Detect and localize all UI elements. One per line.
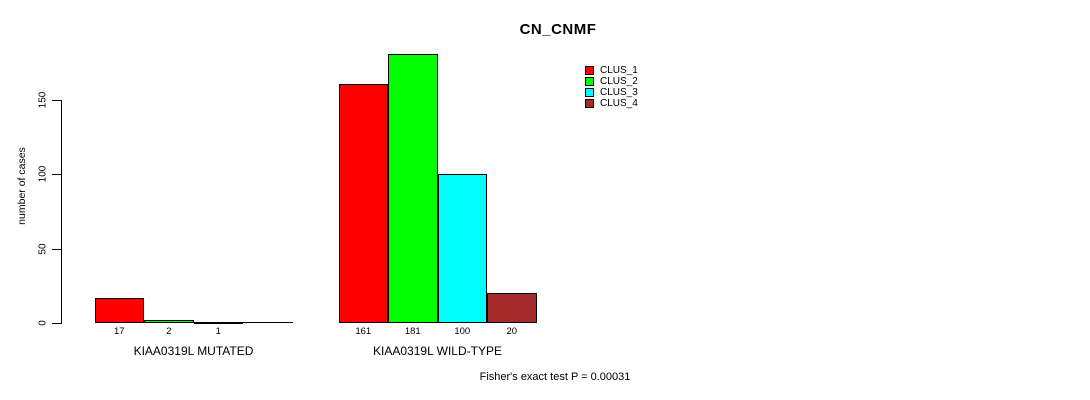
y-tick [52,100,61,101]
y-axis-line [61,100,62,324]
bar [487,293,537,323]
bar [193,322,243,324]
legend-item: CLUS_2 [585,76,638,87]
chart-title: CN_CNMF [519,21,597,38]
legend-label: CLUS_2 [600,76,638,87]
x-category-label: KIAA0319L WILD-TYPE [373,344,502,358]
bar-value-label: 100 [454,325,471,337]
y-tick-label: 150 [37,91,49,109]
legend-label: CLUS_3 [600,87,638,98]
legend-item: CLUS_1 [585,65,638,76]
legend-item: CLUS_3 [585,87,638,98]
bar [388,54,438,323]
y-tick [52,249,61,250]
bar-value-label: 1 [215,325,221,337]
bar [94,298,144,323]
y-tick [52,174,61,175]
legend: CLUS_1 CLUS_2 CLUS_3 CLUS_4 [585,65,638,109]
bar-value-label: 2 [166,325,172,337]
bar [144,320,194,323]
bar-value-label: 181 [404,325,421,337]
bar-zero-line [243,322,293,323]
x-category-label: KIAA0319L MUTATED [133,344,254,358]
y-tick-label: 50 [37,243,49,255]
legend-item: CLUS_4 [585,98,638,109]
legend-label: CLUS_1 [600,65,638,76]
bar-value-label: 161 [355,325,372,337]
bar [437,174,487,323]
bar-value-label: 20 [506,325,518,337]
y-tick [52,323,61,324]
legend-label: CLUS_4 [600,98,638,109]
bar-value-label: 17 [113,325,125,337]
legend-swatch [585,88,594,97]
legend-swatch [585,77,594,86]
legend-swatch [585,99,594,108]
y-tick-label: 0 [37,320,49,326]
fisher-test-annotation: Fisher's exact test P = 0.00031 [479,371,631,383]
y-tick-label: 100 [37,165,49,183]
legend-swatch [585,66,594,75]
bar [338,84,388,323]
